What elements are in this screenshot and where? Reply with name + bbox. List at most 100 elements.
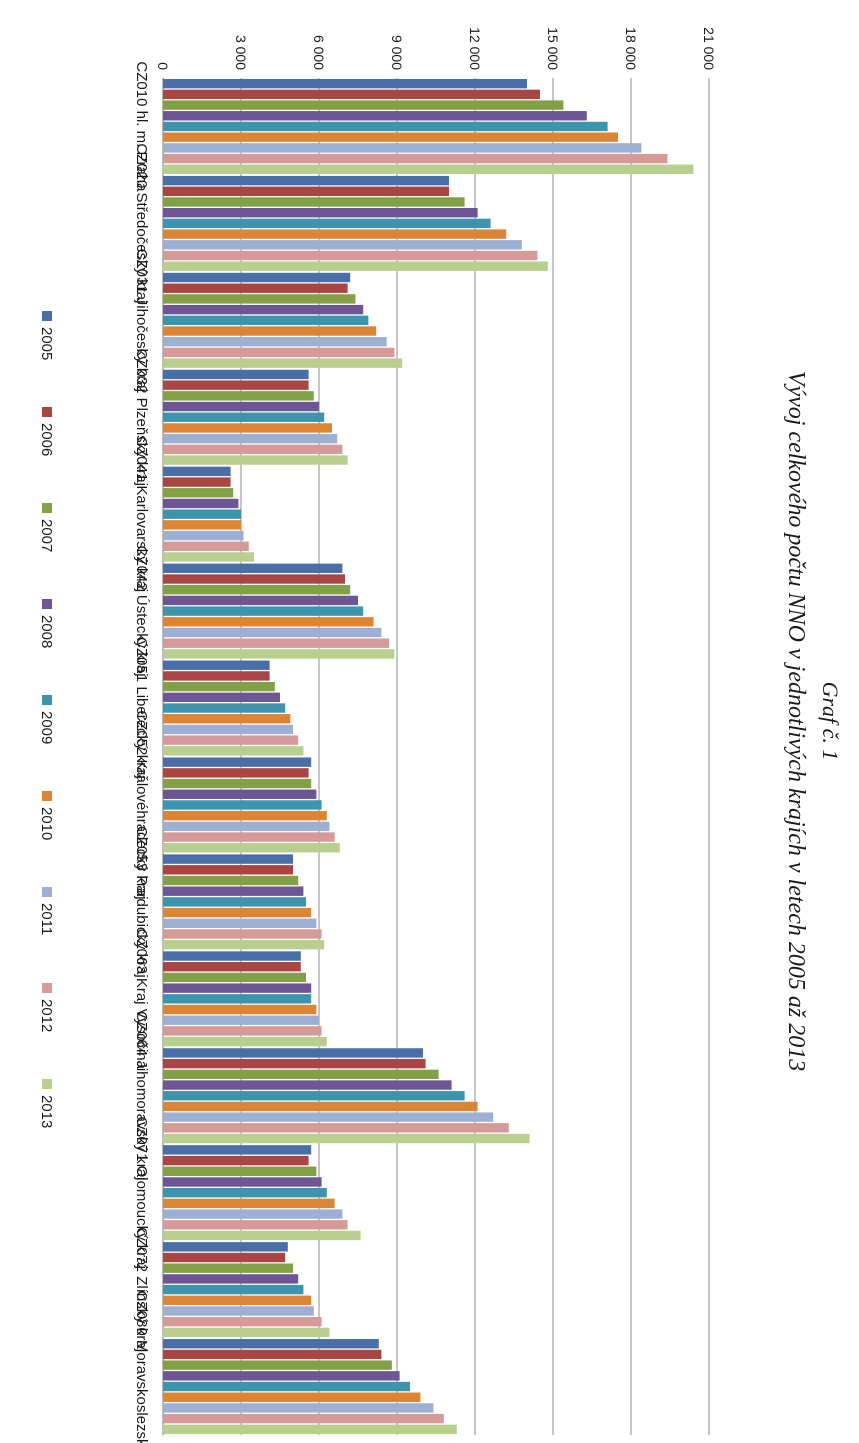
bar-2009 (163, 897, 306, 907)
bar-2009 (163, 412, 325, 422)
bar-2008 (163, 207, 478, 218)
legend-swatch (42, 791, 52, 801)
bar-2013 (163, 261, 548, 271)
bar-2008 (163, 789, 317, 799)
bar-2010 (163, 1198, 335, 1209)
bar-2010 (163, 423, 332, 433)
bar-series (163, 78, 694, 1435)
bar-2005 (163, 660, 270, 670)
bar-2006 (163, 186, 449, 196)
bar-2012 (163, 347, 395, 358)
bar-2010 (163, 132, 618, 142)
bar-2010 (163, 1101, 478, 1112)
bar-2010 (163, 326, 377, 336)
bar-2010 (163, 907, 312, 918)
bar-2005 (163, 1145, 312, 1155)
bar-2013 (163, 455, 348, 465)
bar-2011 (163, 143, 642, 153)
bar-2005 (163, 466, 231, 477)
legend-swatch (42, 695, 52, 705)
bar-2010 (163, 1004, 317, 1015)
legend-swatch (42, 503, 52, 513)
value-tick-label: 18 000 (623, 27, 639, 70)
bar-2013 (163, 358, 403, 368)
bar-2006 (163, 283, 348, 293)
bar-2006 (163, 671, 270, 681)
bar-2009 (163, 1091, 465, 1101)
bar-2008 (163, 401, 319, 412)
bar-2006 (163, 768, 309, 778)
bar-2007 (163, 391, 314, 401)
bar-2013 (163, 843, 340, 853)
value-tick-label: 6 000 (311, 35, 327, 70)
chart-subtitle: Vývoj celkového počtu NNO v jednotlivých… (783, 371, 809, 1071)
bar-2011 (163, 1112, 494, 1122)
bar-2005 (163, 78, 527, 89)
bar-2007 (163, 1166, 317, 1176)
bar-2009 (163, 1187, 327, 1198)
bar-2007 (163, 488, 234, 498)
bar-2005 (163, 854, 293, 864)
category-label: CZ020 Středočeský kraj (133, 143, 150, 303)
bar-2008 (163, 692, 280, 703)
bar-2012 (163, 1123, 509, 1133)
bar-2011 (163, 337, 387, 347)
gridlines (162, 78, 710, 1435)
category-label: CZ080 Moravskoslezský kraj (133, 1291, 150, 1443)
bar-2006 (163, 1252, 286, 1263)
legend-label: 2012 (38, 999, 55, 1032)
bar-2006 (163, 1058, 426, 1069)
value-tick-label: 3 000 (233, 35, 249, 70)
bar-2007 (163, 875, 299, 886)
category-label: CZ041 Karlovarský kraj (133, 436, 150, 592)
bar-2007 (163, 1263, 293, 1273)
bar-2005 (163, 175, 449, 186)
category-label: CZ064 Jihomoravský kraj (133, 1011, 150, 1180)
bar-2010 (163, 617, 374, 627)
value-tick-label: 15 000 (545, 27, 561, 70)
bar-2006 (163, 477, 231, 487)
bar-2013 (163, 746, 304, 756)
chart-title: Graf č. 1 (818, 682, 843, 761)
bar-2005 (163, 272, 351, 283)
bar-2010 (163, 714, 291, 724)
bar-2008 (163, 595, 358, 606)
bar-2013 (163, 1327, 330, 1338)
bar-2012 (163, 1317, 322, 1327)
bar-2007 (163, 100, 564, 110)
bar-2009 (163, 1381, 410, 1392)
category-label: CZ032 Plzeňský kraj (133, 348, 150, 486)
bar-2005 (163, 1242, 288, 1252)
bar-2011 (163, 1015, 319, 1025)
bar-2010 (163, 1392, 421, 1402)
bar-2009 (163, 509, 241, 519)
value-tick-label: 0 (155, 62, 171, 70)
bar-2013 (163, 1424, 457, 1435)
category-label: CZ063 Kraj Vysočina (133, 929, 150, 1070)
bar-2007 (163, 972, 306, 983)
bar-2011 (163, 433, 338, 444)
category-label: CZ053 Pardubický kraj (133, 826, 150, 978)
legend-swatch (42, 1079, 52, 1089)
category-label: CZ010 hl. m. Praha (133, 61, 150, 192)
bar-2012 (163, 832, 335, 842)
value-axis: 0 3 000 6 000 9 000 12 000 15 000 18 000 21 000 (155, 27, 717, 70)
legend-label: 2005 (38, 327, 55, 360)
category-label: CZ072 Zlínský kraj (133, 1227, 150, 1352)
bar-2006 (163, 962, 301, 972)
bar-2010 (163, 810, 327, 821)
category-label: CZ051 Liberecký kraj (133, 637, 150, 779)
bar-2005 (163, 1048, 423, 1058)
bar-2006 (163, 865, 293, 875)
category-label: CZ071 Olomoucký kraj (133, 1116, 150, 1269)
bar-2009 (163, 218, 491, 229)
bar-2007 (163, 585, 351, 595)
bar-2008 (163, 983, 312, 993)
bar-2005 (163, 951, 301, 961)
legend-label: 2006 (38, 423, 55, 456)
bar-2013 (163, 164, 694, 174)
bar-2012 (163, 1220, 348, 1230)
